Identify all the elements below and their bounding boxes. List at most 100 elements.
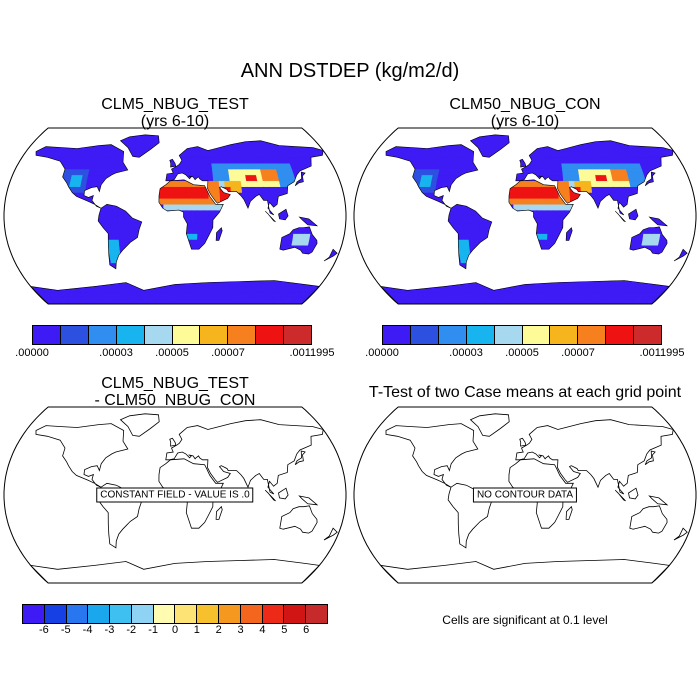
grid-cell	[623, 274, 633, 281]
grid-cell	[608, 134, 619, 140]
grid-cell	[112, 198, 119, 205]
grid-cell	[112, 268, 120, 275]
grid-cell	[670, 162, 680, 170]
grid-cell	[507, 186, 515, 193]
grid-cell	[117, 221, 125, 228]
grid-cell	[271, 268, 280, 275]
grid-cell	[550, 268, 557, 275]
grid-cell	[631, 256, 640, 264]
grid-cell	[328, 221, 335, 228]
grid-cell	[440, 280, 449, 287]
grid-cell	[595, 134, 605, 140]
grid-cell	[481, 128, 487, 134]
grid-cell	[428, 139, 438, 146]
grid-cell	[663, 256, 672, 264]
grid-cell	[670, 233, 678, 240]
grid-cell	[146, 198, 153, 205]
grid-cell	[163, 198, 170, 205]
grid-cell	[445, 192, 453, 199]
grid-cell	[672, 180, 681, 187]
grid-cell	[158, 180, 165, 187]
grid-cell	[462, 233, 470, 240]
grid-cell	[100, 134, 109, 140]
grid-cell	[129, 227, 136, 234]
grid-cell	[78, 227, 85, 234]
coastline	[628, 487, 639, 500]
grid-cell	[227, 134, 236, 140]
grid-cell	[164, 268, 171, 275]
grid-cell	[32, 209, 39, 217]
grid-cell	[448, 274, 456, 281]
grid-cell	[46, 162, 56, 170]
grid-cell	[469, 174, 477, 182]
colorbar-swatch	[284, 605, 307, 623]
grid-cell	[291, 186, 299, 193]
grid-cell	[558, 209, 566, 217]
grid-cell	[445, 233, 453, 240]
grid-cell	[258, 233, 266, 240]
grid-cell	[311, 209, 318, 217]
grid-cell	[34, 239, 43, 246]
grid-cell	[490, 280, 497, 287]
grid-cell	[44, 256, 53, 264]
grid-cell	[485, 180, 493, 187]
grid-cell	[184, 286, 190, 293]
grid-cell	[529, 268, 536, 275]
grid-cell	[587, 221, 594, 228]
grid-cell	[208, 209, 216, 217]
grid-cell	[552, 198, 560, 205]
grid-cell	[541, 227, 548, 234]
grid-cell	[515, 134, 521, 140]
grid-cell	[34, 139, 46, 146]
grid-cell	[445, 134, 455, 140]
grid-cell	[218, 245, 226, 252]
grid-cell	[591, 239, 599, 246]
grid-cell	[371, 263, 379, 269]
grid-cell	[491, 250, 499, 258]
grid-cell	[169, 268, 176, 275]
grid-cell	[634, 262, 643, 270]
grid-cell	[245, 134, 255, 140]
grid-cell	[549, 274, 556, 281]
grid-cell	[252, 239, 260, 246]
grid-cell	[58, 134, 69, 140]
grid-cell	[529, 286, 535, 293]
grid-cell	[524, 274, 531, 281]
grid-cell	[388, 204, 395, 211]
grid-cell	[566, 139, 574, 146]
colorbar-swatch	[494, 326, 523, 344]
grid-cell	[44, 268, 53, 275]
grid-cell	[498, 162, 505, 170]
grid-cell	[201, 250, 209, 258]
grid-cell	[502, 245, 509, 252]
grid-cell	[80, 268, 89, 275]
grid-cell	[575, 227, 583, 234]
grid-cell	[443, 274, 451, 281]
grid-cell	[446, 268, 454, 275]
coastline	[673, 248, 688, 262]
grid-cell	[272, 134, 283, 140]
grid-cell	[489, 274, 496, 281]
grid-cell	[184, 274, 191, 281]
grid-cell	[371, 204, 377, 210]
grid-cell	[204, 274, 211, 281]
grid-cell	[463, 128, 470, 134]
grid-cell	[607, 245, 615, 252]
grid-cell	[185, 168, 192, 176]
grid-cell	[479, 186, 487, 193]
grid-cell	[30, 198, 35, 205]
grid-cell	[143, 157, 150, 164]
grid-cell	[230, 268, 238, 275]
grid-cell	[273, 274, 283, 281]
grid-cell	[202, 227, 210, 234]
grid-cell	[547, 192, 554, 199]
grid-cell	[40, 186, 48, 193]
grid-cell	[169, 227, 176, 234]
grid-cell	[632, 250, 641, 258]
grid-cell	[313, 239, 322, 246]
grid-cell	[304, 174, 313, 182]
grid-cell	[258, 262, 266, 270]
grid-cell	[237, 204, 244, 211]
grid-cell	[529, 134, 535, 140]
grid-cell	[626, 139, 637, 146]
